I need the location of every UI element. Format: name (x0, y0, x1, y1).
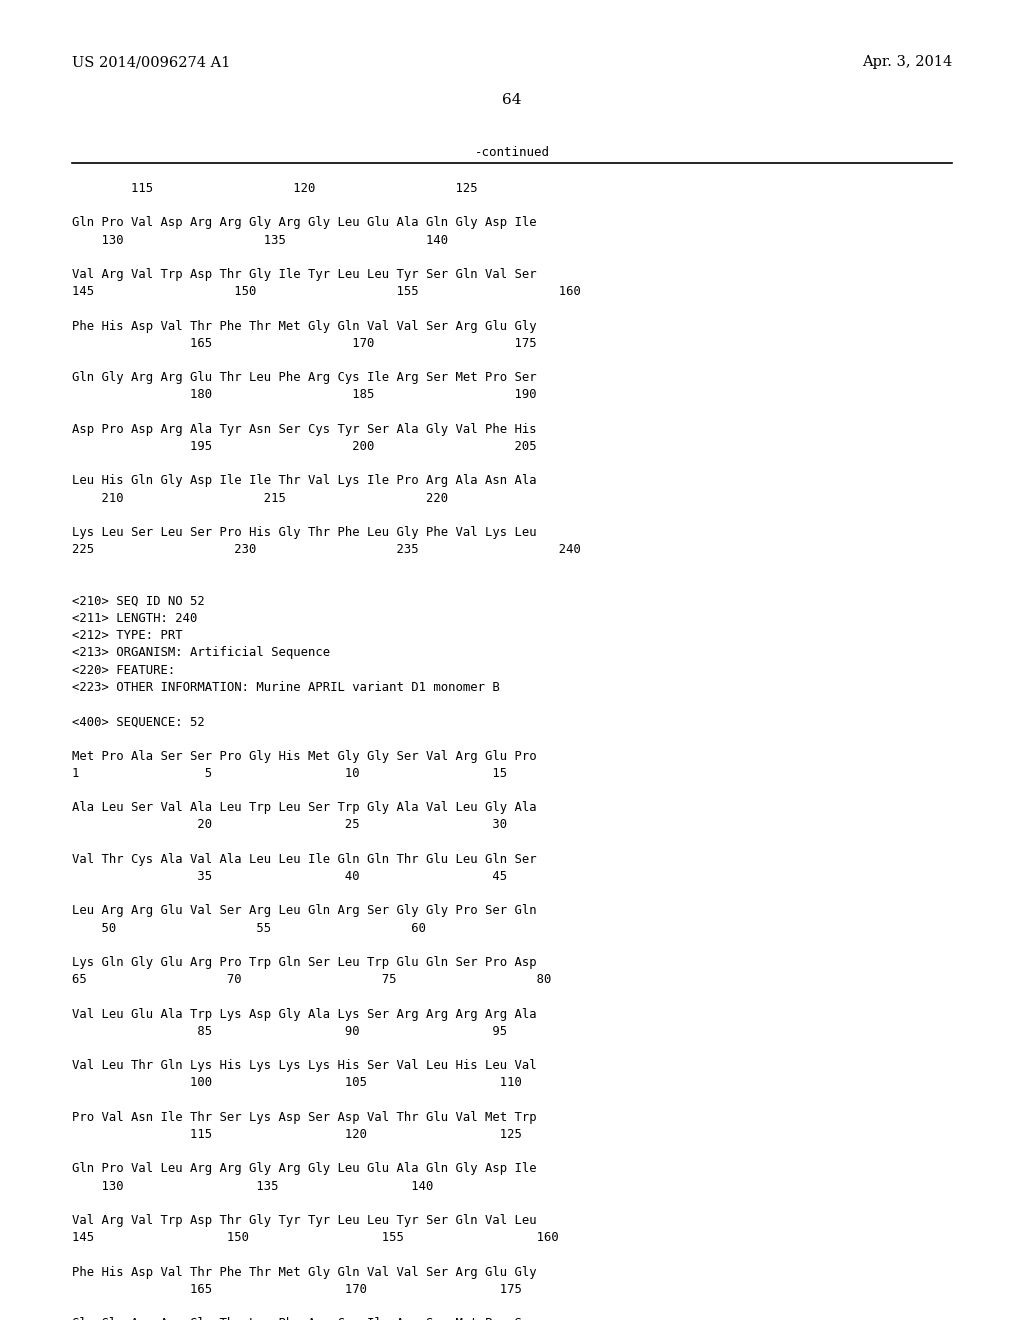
Text: <210> SEQ ID NO 52: <210> SEQ ID NO 52 (72, 595, 205, 607)
Text: <211> LENGTH: 240: <211> LENGTH: 240 (72, 612, 198, 624)
Text: 145                   150                   155                   160: 145 150 155 160 (72, 285, 581, 298)
Text: -continued: -continued (474, 145, 550, 158)
Text: Val Arg Val Trp Asp Thr Gly Ile Tyr Leu Leu Tyr Ser Gln Val Ser: Val Arg Val Trp Asp Thr Gly Ile Tyr Leu … (72, 268, 537, 281)
Text: 210                   215                   220: 210 215 220 (72, 491, 449, 504)
Text: Val Thr Cys Ala Val Ala Leu Leu Ile Gln Gln Thr Glu Leu Gln Ser: Val Thr Cys Ala Val Ala Leu Leu Ile Gln … (72, 853, 537, 866)
Text: 20                  25                  30: 20 25 30 (72, 818, 507, 832)
Text: Apr. 3, 2014: Apr. 3, 2014 (862, 55, 952, 69)
Text: 1                 5                  10                  15: 1 5 10 15 (72, 767, 507, 780)
Text: 145                  150                  155                  160: 145 150 155 160 (72, 1232, 559, 1245)
Text: 225                   230                   235                   240: 225 230 235 240 (72, 544, 581, 556)
Text: Gln Pro Val Asp Arg Arg Gly Arg Gly Leu Glu Ala Gln Gly Asp Ile: Gln Pro Val Asp Arg Arg Gly Arg Gly Leu … (72, 216, 537, 230)
Text: Gln Gly Arg Arg Glu Thr Leu Phe Asp Cys Ile Arg Ser Met Pro Ser: Gln Gly Arg Arg Glu Thr Leu Phe Asp Cys … (72, 1317, 537, 1320)
Text: 85                  90                  95: 85 90 95 (72, 1024, 507, 1038)
Text: <220> FEATURE:: <220> FEATURE: (72, 664, 175, 677)
Text: Pro Val Asn Ile Thr Ser Lys Asp Ser Asp Val Thr Glu Val Met Trp: Pro Val Asn Ile Thr Ser Lys Asp Ser Asp … (72, 1111, 537, 1123)
Text: <400> SEQUENCE: 52: <400> SEQUENCE: 52 (72, 715, 205, 729)
Text: Lys Gln Gly Glu Arg Pro Trp Gln Ser Leu Trp Glu Gln Ser Pro Asp: Lys Gln Gly Glu Arg Pro Trp Gln Ser Leu … (72, 956, 537, 969)
Text: Asp Pro Asp Arg Ala Tyr Asn Ser Cys Tyr Ser Ala Gly Val Phe His: Asp Pro Asp Arg Ala Tyr Asn Ser Cys Tyr … (72, 422, 537, 436)
Text: Gln Gly Arg Arg Glu Thr Leu Phe Arg Cys Ile Arg Ser Met Pro Ser: Gln Gly Arg Arg Glu Thr Leu Phe Arg Cys … (72, 371, 537, 384)
Text: Met Pro Ala Ser Ser Pro Gly His Met Gly Gly Ser Val Arg Glu Pro: Met Pro Ala Ser Ser Pro Gly His Met Gly … (72, 750, 537, 763)
Text: <223> OTHER INFORMATION: Murine APRIL variant D1 monomer B: <223> OTHER INFORMATION: Murine APRIL va… (72, 681, 500, 694)
Text: Val Arg Val Trp Asp Thr Gly Tyr Tyr Leu Leu Tyr Ser Gln Val Leu: Val Arg Val Trp Asp Thr Gly Tyr Tyr Leu … (72, 1214, 537, 1228)
Text: 35                  40                  45: 35 40 45 (72, 870, 507, 883)
Text: Leu His Gln Gly Asp Ile Ile Thr Val Lys Ile Pro Arg Ala Asn Ala: Leu His Gln Gly Asp Ile Ile Thr Val Lys … (72, 474, 537, 487)
Text: 165                   170                   175: 165 170 175 (72, 337, 537, 350)
Text: 100                  105                  110: 100 105 110 (72, 1076, 522, 1089)
Text: Val Leu Glu Ala Trp Lys Asp Gly Ala Lys Ser Arg Arg Arg Arg Ala: Val Leu Glu Ala Trp Lys Asp Gly Ala Lys … (72, 1007, 537, 1020)
Text: 195                   200                   205: 195 200 205 (72, 440, 537, 453)
Text: <212> TYPE: PRT: <212> TYPE: PRT (72, 630, 182, 643)
Text: 165                  170                  175: 165 170 175 (72, 1283, 522, 1296)
Text: 180                   185                   190: 180 185 190 (72, 388, 537, 401)
Text: 65                   70                   75                   80: 65 70 75 80 (72, 973, 551, 986)
Text: Phe His Asp Val Thr Phe Thr Met Gly Gln Val Val Ser Arg Glu Gly: Phe His Asp Val Thr Phe Thr Met Gly Gln … (72, 319, 537, 333)
Text: Val Leu Thr Gln Lys His Lys Lys Lys His Ser Val Leu His Leu Val: Val Leu Thr Gln Lys His Lys Lys Lys His … (72, 1059, 537, 1072)
Text: Gln Pro Val Leu Arg Arg Gly Arg Gly Leu Glu Ala Gln Gly Asp Ile: Gln Pro Val Leu Arg Arg Gly Arg Gly Leu … (72, 1163, 537, 1175)
Text: 130                  135                  140: 130 135 140 (72, 1180, 433, 1192)
Text: US 2014/0096274 A1: US 2014/0096274 A1 (72, 55, 230, 69)
Text: Leu Arg Arg Glu Val Ser Arg Leu Gln Arg Ser Gly Gly Pro Ser Gln: Leu Arg Arg Glu Val Ser Arg Leu Gln Arg … (72, 904, 537, 917)
Text: Ala Leu Ser Val Ala Leu Trp Leu Ser Trp Gly Ala Val Leu Gly Ala: Ala Leu Ser Val Ala Leu Trp Leu Ser Trp … (72, 801, 537, 814)
Text: 64: 64 (502, 92, 522, 107)
Text: 115                   120                   125: 115 120 125 (72, 182, 477, 195)
Text: <213> ORGANISM: Artificial Sequence: <213> ORGANISM: Artificial Sequence (72, 647, 330, 660)
Text: 50                   55                   60: 50 55 60 (72, 921, 426, 935)
Text: 130                   135                   140: 130 135 140 (72, 234, 449, 247)
Text: 115                  120                  125: 115 120 125 (72, 1129, 522, 1140)
Text: Lys Leu Ser Leu Ser Pro His Gly Thr Phe Leu Gly Phe Val Lys Leu: Lys Leu Ser Leu Ser Pro His Gly Thr Phe … (72, 525, 537, 539)
Text: Phe His Asp Val Thr Phe Thr Met Gly Gln Val Val Ser Arg Glu Gly: Phe His Asp Val Thr Phe Thr Met Gly Gln … (72, 1266, 537, 1279)
